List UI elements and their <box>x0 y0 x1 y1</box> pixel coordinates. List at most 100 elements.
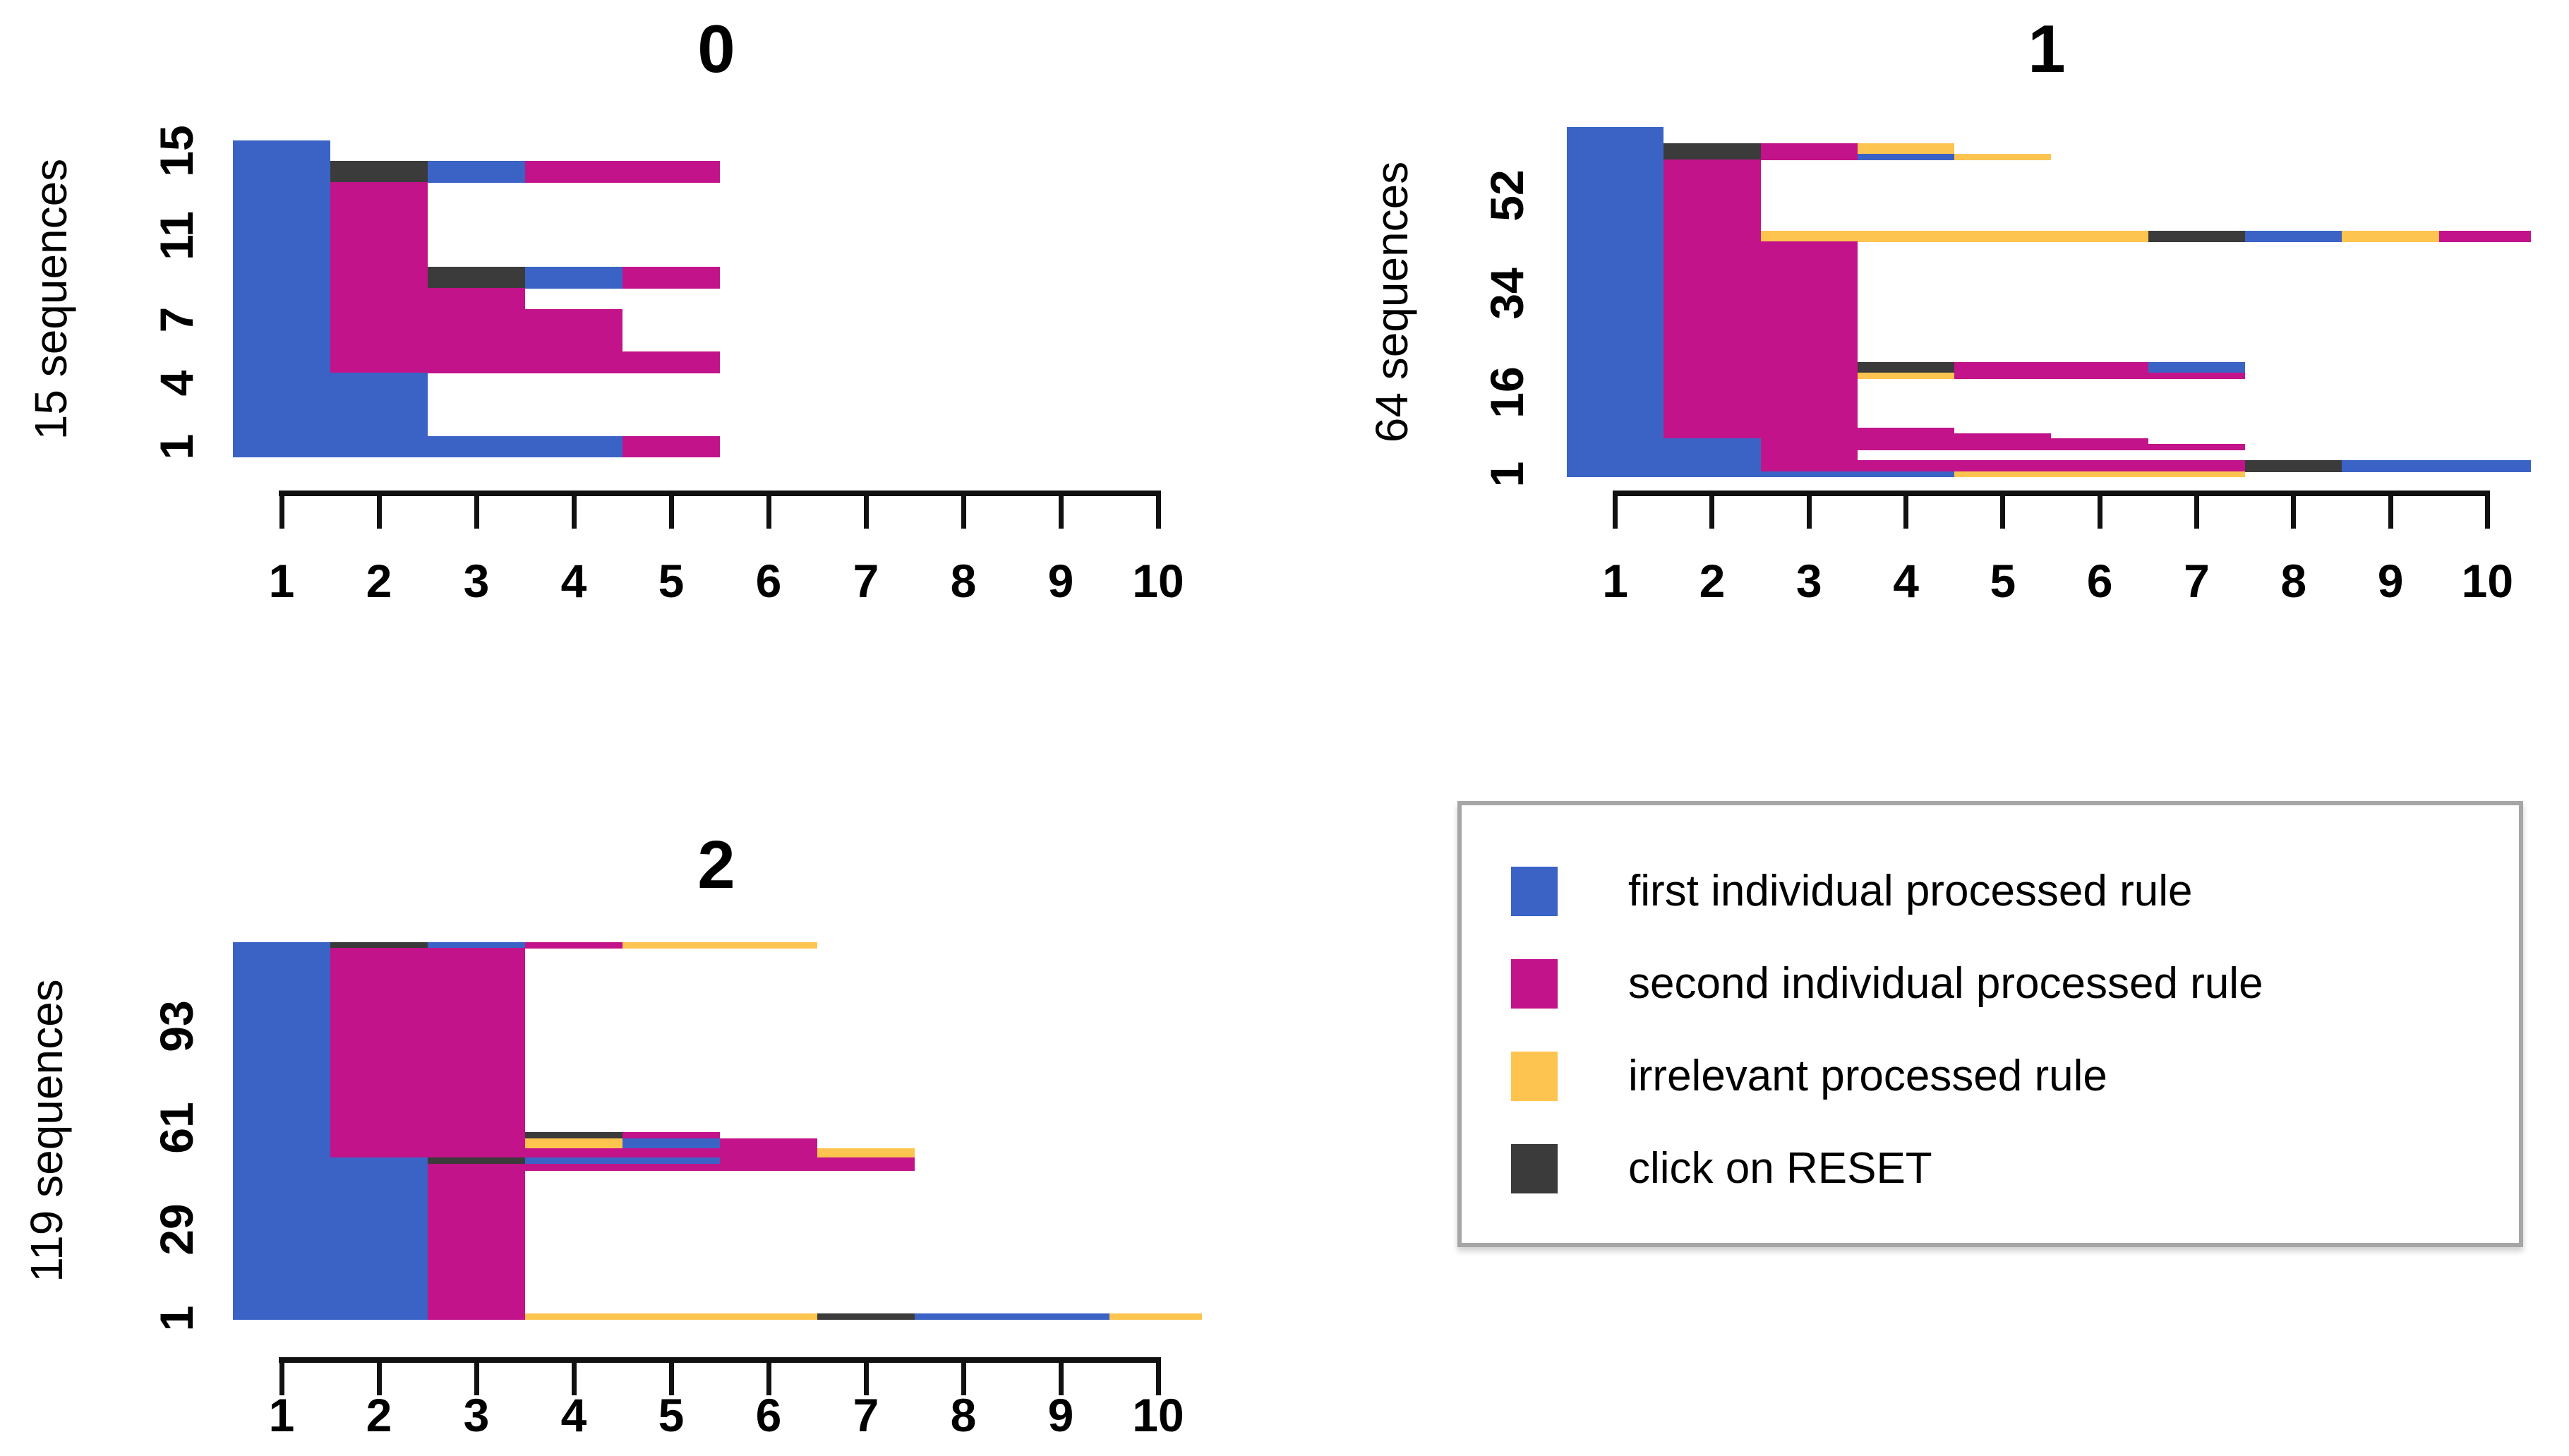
x-axis-tick <box>668 1357 674 1395</box>
x-axis-tick-label: 1 <box>268 555 295 607</box>
x-axis-tick-label: 10 <box>1132 555 1184 607</box>
x-axis-tick-label: 1 <box>268 1389 295 1441</box>
sequence-band-segment <box>1567 378 1664 428</box>
sequence-band-segment <box>2342 460 2532 472</box>
sequence-band-segment <box>233 436 622 457</box>
x-axis-tick <box>766 491 771 529</box>
sequence-band-segment <box>1567 433 1664 439</box>
sequence-band-segment <box>1663 362 1858 373</box>
sequence-band-segment <box>233 140 330 162</box>
sequence-band-segment <box>2342 231 2439 242</box>
x-axis-tick-label: 5 <box>658 1389 685 1441</box>
sequence-band-segment <box>428 1164 915 1171</box>
sequence-band-segment <box>1954 154 2052 160</box>
sequence-band-segment <box>525 1138 622 1149</box>
sequence-band-segment <box>233 1164 428 1171</box>
x-axis-tick <box>1613 491 1618 529</box>
x-axis-tick <box>863 491 869 529</box>
x-axis-tick-label: 9 <box>2377 555 2404 607</box>
sequence-band-segment <box>2148 362 2246 373</box>
x-axis <box>279 1357 1161 1363</box>
x-axis-tick <box>571 1357 577 1395</box>
sequence-band-segment <box>1567 154 1664 160</box>
sequence-band-segment <box>2148 231 2246 242</box>
sequence-band-segment <box>233 1132 330 1139</box>
sequence-band-segment <box>1567 460 1761 472</box>
y-axis-tick-label: 61 <box>150 1102 203 1154</box>
sequence-band-segment <box>233 182 330 267</box>
sequence-band-segment <box>525 1313 817 1320</box>
sequence-band-segment <box>428 1157 525 1165</box>
legend-item-first-rule: first individual processed rule <box>1462 845 2519 937</box>
sequence-band-segment <box>1663 433 2052 439</box>
sequence-band-segment <box>1567 450 1761 461</box>
sequence-band-segment <box>330 942 428 949</box>
sequence-band-segment <box>1954 471 2246 477</box>
x-axis-tick <box>2291 491 2297 529</box>
x-axis-tick <box>863 1357 869 1395</box>
sequence-band-segment <box>1663 373 1858 379</box>
x-axis-tick <box>2097 491 2102 529</box>
sequence-band-segment <box>1857 143 1955 155</box>
sequence-band-segment <box>622 267 720 289</box>
sequence-band-segment <box>428 1313 525 1320</box>
sequence-band-segment <box>1567 143 1664 155</box>
orange-swatch-icon <box>1511 1051 1558 1101</box>
sequence-band-segment <box>1760 143 1858 155</box>
blue-swatch-icon <box>1511 866 1558 916</box>
y-axis-tick-label: 1 <box>150 1305 203 1332</box>
sequence-band-segment <box>233 942 330 949</box>
x-axis-tick <box>2484 491 2490 529</box>
sequence-band-segment <box>1109 1313 1203 1320</box>
x-axis-tick-label: 8 <box>950 555 977 607</box>
sequence-band-segment <box>622 1138 720 1149</box>
sequence-band-segment <box>233 1157 428 1165</box>
sequence-band-segment <box>915 1313 1109 1320</box>
legend: first individual processed rule second i… <box>1457 801 2523 1247</box>
sequence-band-segment <box>1567 438 1761 445</box>
x-axis-tick <box>961 1357 966 1395</box>
sequence-band-segment <box>1567 241 1664 363</box>
x-axis-tick-label: 9 <box>1047 1389 1074 1441</box>
x-axis-tick-label: 4 <box>1893 555 1919 607</box>
sequence-band-segment <box>233 351 330 373</box>
x-axis-tick-label: 9 <box>1047 555 1074 607</box>
sequence-band-segment <box>525 1157 720 1165</box>
sequence-band-segment <box>1760 460 2246 472</box>
sequence-band-segment <box>1663 428 1955 433</box>
sequence-band-segment <box>1663 154 1761 160</box>
legend-item-label: first individual processed rule <box>1628 867 2193 915</box>
x-axis-tick-label: 7 <box>853 1389 879 1441</box>
magenta-swatch-icon <box>1511 958 1558 1009</box>
sequence-band-segment <box>2245 231 2342 242</box>
sequence-band-segment <box>428 1170 525 1314</box>
sequence-band-segment <box>233 161 330 183</box>
x-axis-tick <box>376 1357 382 1395</box>
sequence-band-segment <box>428 161 525 183</box>
legend-item-label: irrelevant processed rule <box>1628 1052 2107 1100</box>
sequence-band-segment <box>233 1148 330 1158</box>
x-axis-tick <box>474 1357 479 1395</box>
x-axis-tick <box>1155 491 1161 529</box>
x-axis-tick <box>279 491 284 529</box>
x-axis-tick-label: 1 <box>1602 555 1628 607</box>
x-axis <box>1612 491 2491 496</box>
sequence-band-segment <box>1954 362 2148 373</box>
x-axis-tick-label: 4 <box>560 1389 587 1441</box>
sequence-band-segment <box>330 182 428 267</box>
sequence-band-segment <box>1760 154 1858 160</box>
sequence-band-segment <box>1663 231 1761 242</box>
sequence-band-segment <box>428 267 525 289</box>
sequence-band-segment <box>525 267 622 289</box>
sequence-band-segment <box>330 309 622 352</box>
x-axis-tick-label: 5 <box>658 555 685 607</box>
x-axis-tick-label: 7 <box>2184 555 2210 607</box>
sequence-band-segment <box>1567 127 1664 144</box>
legend-item-irrelevant-rule: irrelevant processed rule <box>1462 1030 2519 1122</box>
legend-item-click-reset: click on RESET <box>1462 1122 2519 1215</box>
sequence-band-segment <box>1567 160 1664 231</box>
y-axis-tick-label: 93 <box>150 1000 203 1052</box>
x-axis-tick-label: 6 <box>2086 555 2113 607</box>
panel-1-title: 1 <box>2028 11 2066 87</box>
